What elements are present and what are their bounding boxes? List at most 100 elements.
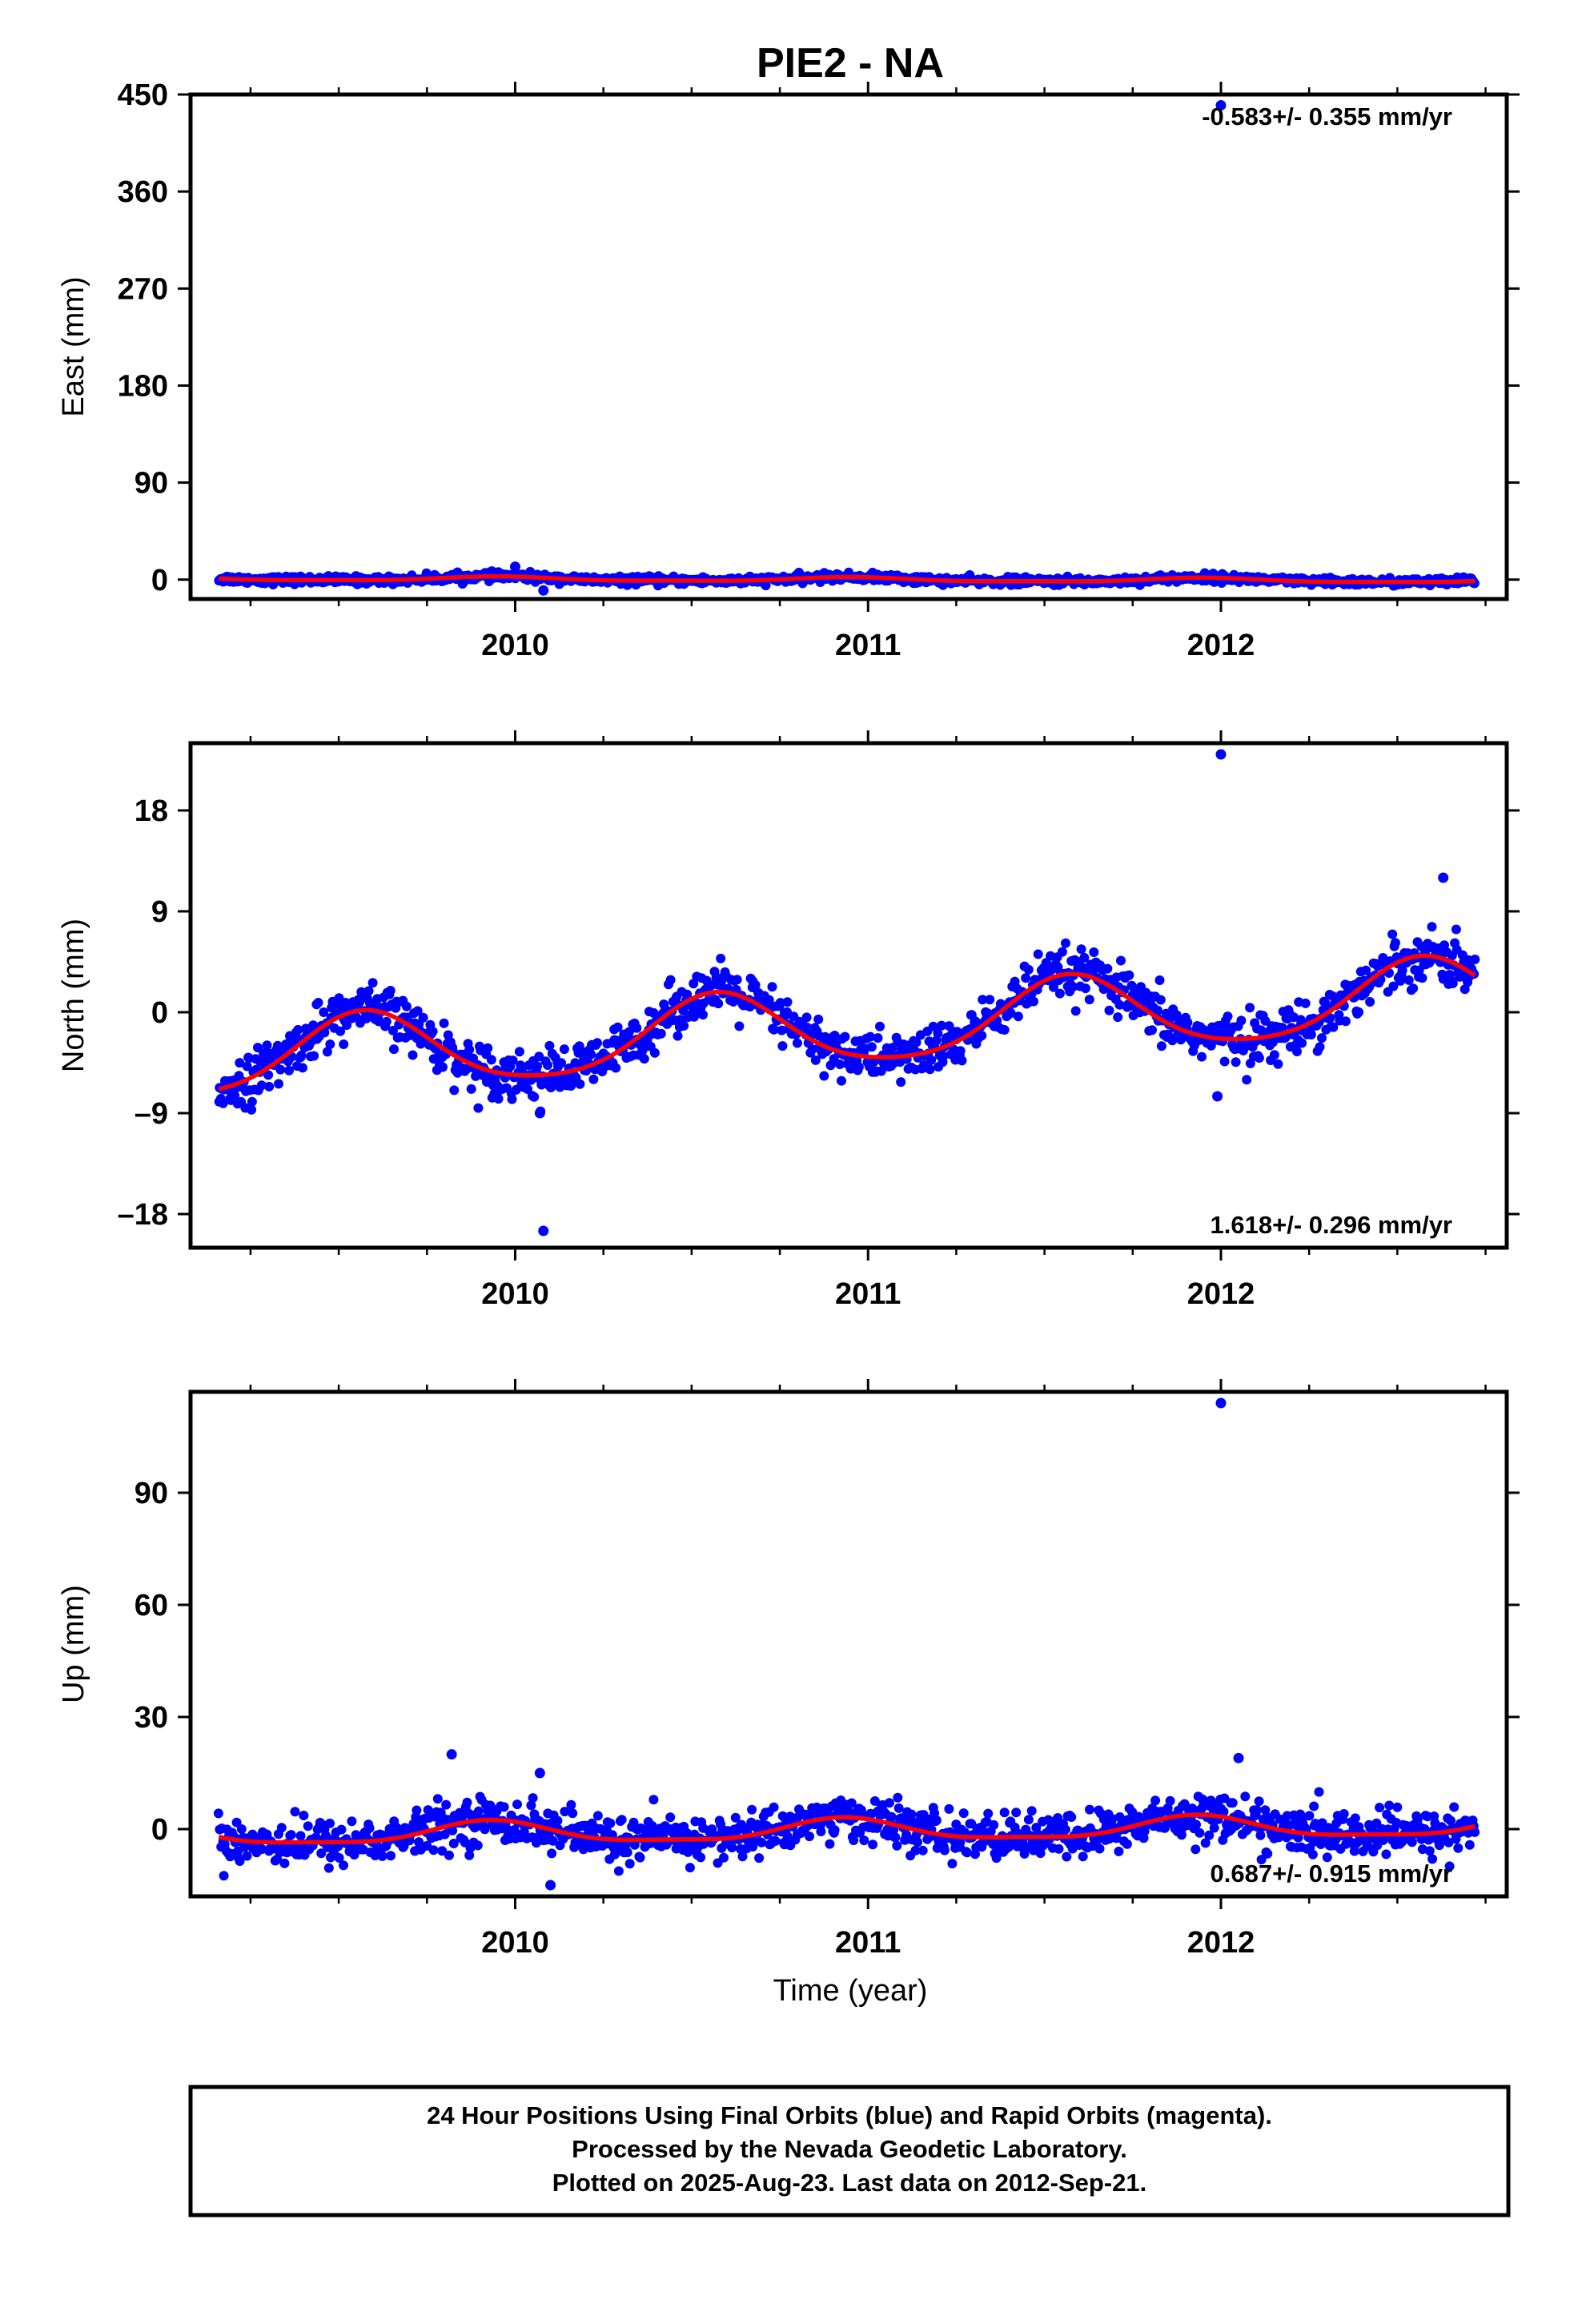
data-point: [933, 1028, 943, 1039]
data-point: [499, 1802, 509, 1812]
data-point: [835, 1059, 845, 1069]
data-point: [547, 1848, 557, 1859]
data-point: [792, 1038, 802, 1048]
data-point: [849, 1835, 859, 1845]
x-tick-label: 2012: [1187, 629, 1255, 662]
data-point: [605, 1818, 616, 1828]
data-point: [837, 1076, 846, 1086]
rate-annotation: -0.583+/- 0.355 mm/yr: [1202, 103, 1452, 131]
data-point: [1029, 996, 1038, 1007]
data-point: [732, 975, 742, 985]
fit-curve: [218, 953, 1476, 1092]
data-point: [1240, 1791, 1251, 1802]
outlier-point: [1215, 749, 1227, 760]
data-point: [1427, 1854, 1438, 1864]
data-point: [1070, 1006, 1081, 1016]
data-point: [389, 1044, 399, 1055]
y-tick-label: 450: [118, 78, 168, 112]
data-point: [559, 1044, 569, 1055]
data-point: [1349, 1846, 1359, 1856]
data-point: [1451, 924, 1461, 935]
data-point: [1375, 1803, 1385, 1813]
data-point: [649, 1047, 660, 1058]
data-point: [1060, 1824, 1070, 1835]
y-tick-label: 180: [118, 369, 168, 403]
data-point: [441, 1799, 452, 1810]
x-tick-label: 2011: [835, 1277, 901, 1311]
data-point: [309, 1051, 319, 1061]
data-point: [342, 1020, 352, 1030]
data-point: [906, 1809, 917, 1819]
data-point: [656, 1028, 666, 1039]
data-point: [483, 1043, 493, 1053]
data-point: [1256, 1855, 1267, 1865]
data-point: [1424, 1846, 1435, 1856]
data-point: [889, 1825, 899, 1835]
data-point: [1155, 995, 1166, 1005]
data-point: [428, 1845, 439, 1856]
data-point: [890, 1832, 901, 1843]
outlier-point: [545, 1880, 556, 1891]
x-tick-label: 2012: [1187, 1926, 1255, 1960]
data-point: [1309, 1801, 1319, 1811]
data-point: [526, 1800, 536, 1811]
data-point: [937, 1020, 947, 1031]
outlier-point: [538, 585, 549, 596]
data-point: [263, 1070, 274, 1080]
rate-annotation: 0.687+/- 0.915 mm/yr: [1211, 1860, 1452, 1888]
data-point: [1068, 982, 1078, 992]
outlier-point: [1215, 99, 1227, 111]
data-point: [325, 1818, 335, 1828]
data-point: [985, 995, 995, 1005]
data-point: [464, 1850, 475, 1860]
data-point: [1061, 938, 1070, 948]
data-point: [886, 1811, 897, 1822]
data-point: [767, 982, 777, 992]
data-point: [805, 1831, 814, 1842]
y-tick-label: 90: [135, 467, 168, 501]
data-point: [1182, 1017, 1193, 1027]
data-point: [1236, 1015, 1247, 1026]
data-point: [782, 1831, 793, 1841]
data-point: [958, 1808, 969, 1819]
data-point: [566, 1799, 576, 1810]
data-point: [679, 1020, 689, 1031]
data-point: [611, 1063, 621, 1073]
data-point: [910, 1845, 921, 1856]
data-point: [1293, 1832, 1303, 1843]
footer-line-1: 24 Hour Positions Using Final Orbits (bl…: [427, 2101, 1272, 2129]
data-point: [1104, 1005, 1114, 1015]
data-point: [286, 1830, 296, 1840]
data-point: [782, 997, 793, 1007]
data-point: [408, 1050, 418, 1060]
data-point: [757, 1837, 767, 1848]
data-point: [734, 1021, 745, 1031]
data-point: [514, 1047, 524, 1057]
data-point: [1365, 997, 1375, 1007]
rate-annotation: 1.618+/- 0.296 mm/yr: [1211, 1211, 1452, 1239]
data-point: [1328, 1022, 1339, 1032]
data-point: [574, 1041, 584, 1051]
data-point: [665, 1812, 676, 1823]
data-point: [1361, 965, 1371, 975]
data-point: [665, 975, 676, 985]
data-point: [1449, 1802, 1460, 1812]
data-point: [373, 1842, 383, 1852]
data-point: [747, 1804, 757, 1815]
data-point: [1021, 973, 1031, 983]
data-point: [829, 1825, 840, 1835]
data-point: [977, 1031, 987, 1041]
outlier-point: [509, 561, 520, 573]
data-point: [339, 1860, 348, 1871]
data-point: [698, 1010, 708, 1020]
data-point: [955, 1837, 966, 1848]
plot-frame: [188, 741, 1509, 1250]
data-point: [361, 1013, 371, 1023]
data-point: [275, 1064, 286, 1075]
data-point: [1054, 988, 1065, 999]
data-point: [247, 1104, 257, 1115]
data-point: [471, 1071, 481, 1081]
data-point: [556, 1058, 566, 1068]
